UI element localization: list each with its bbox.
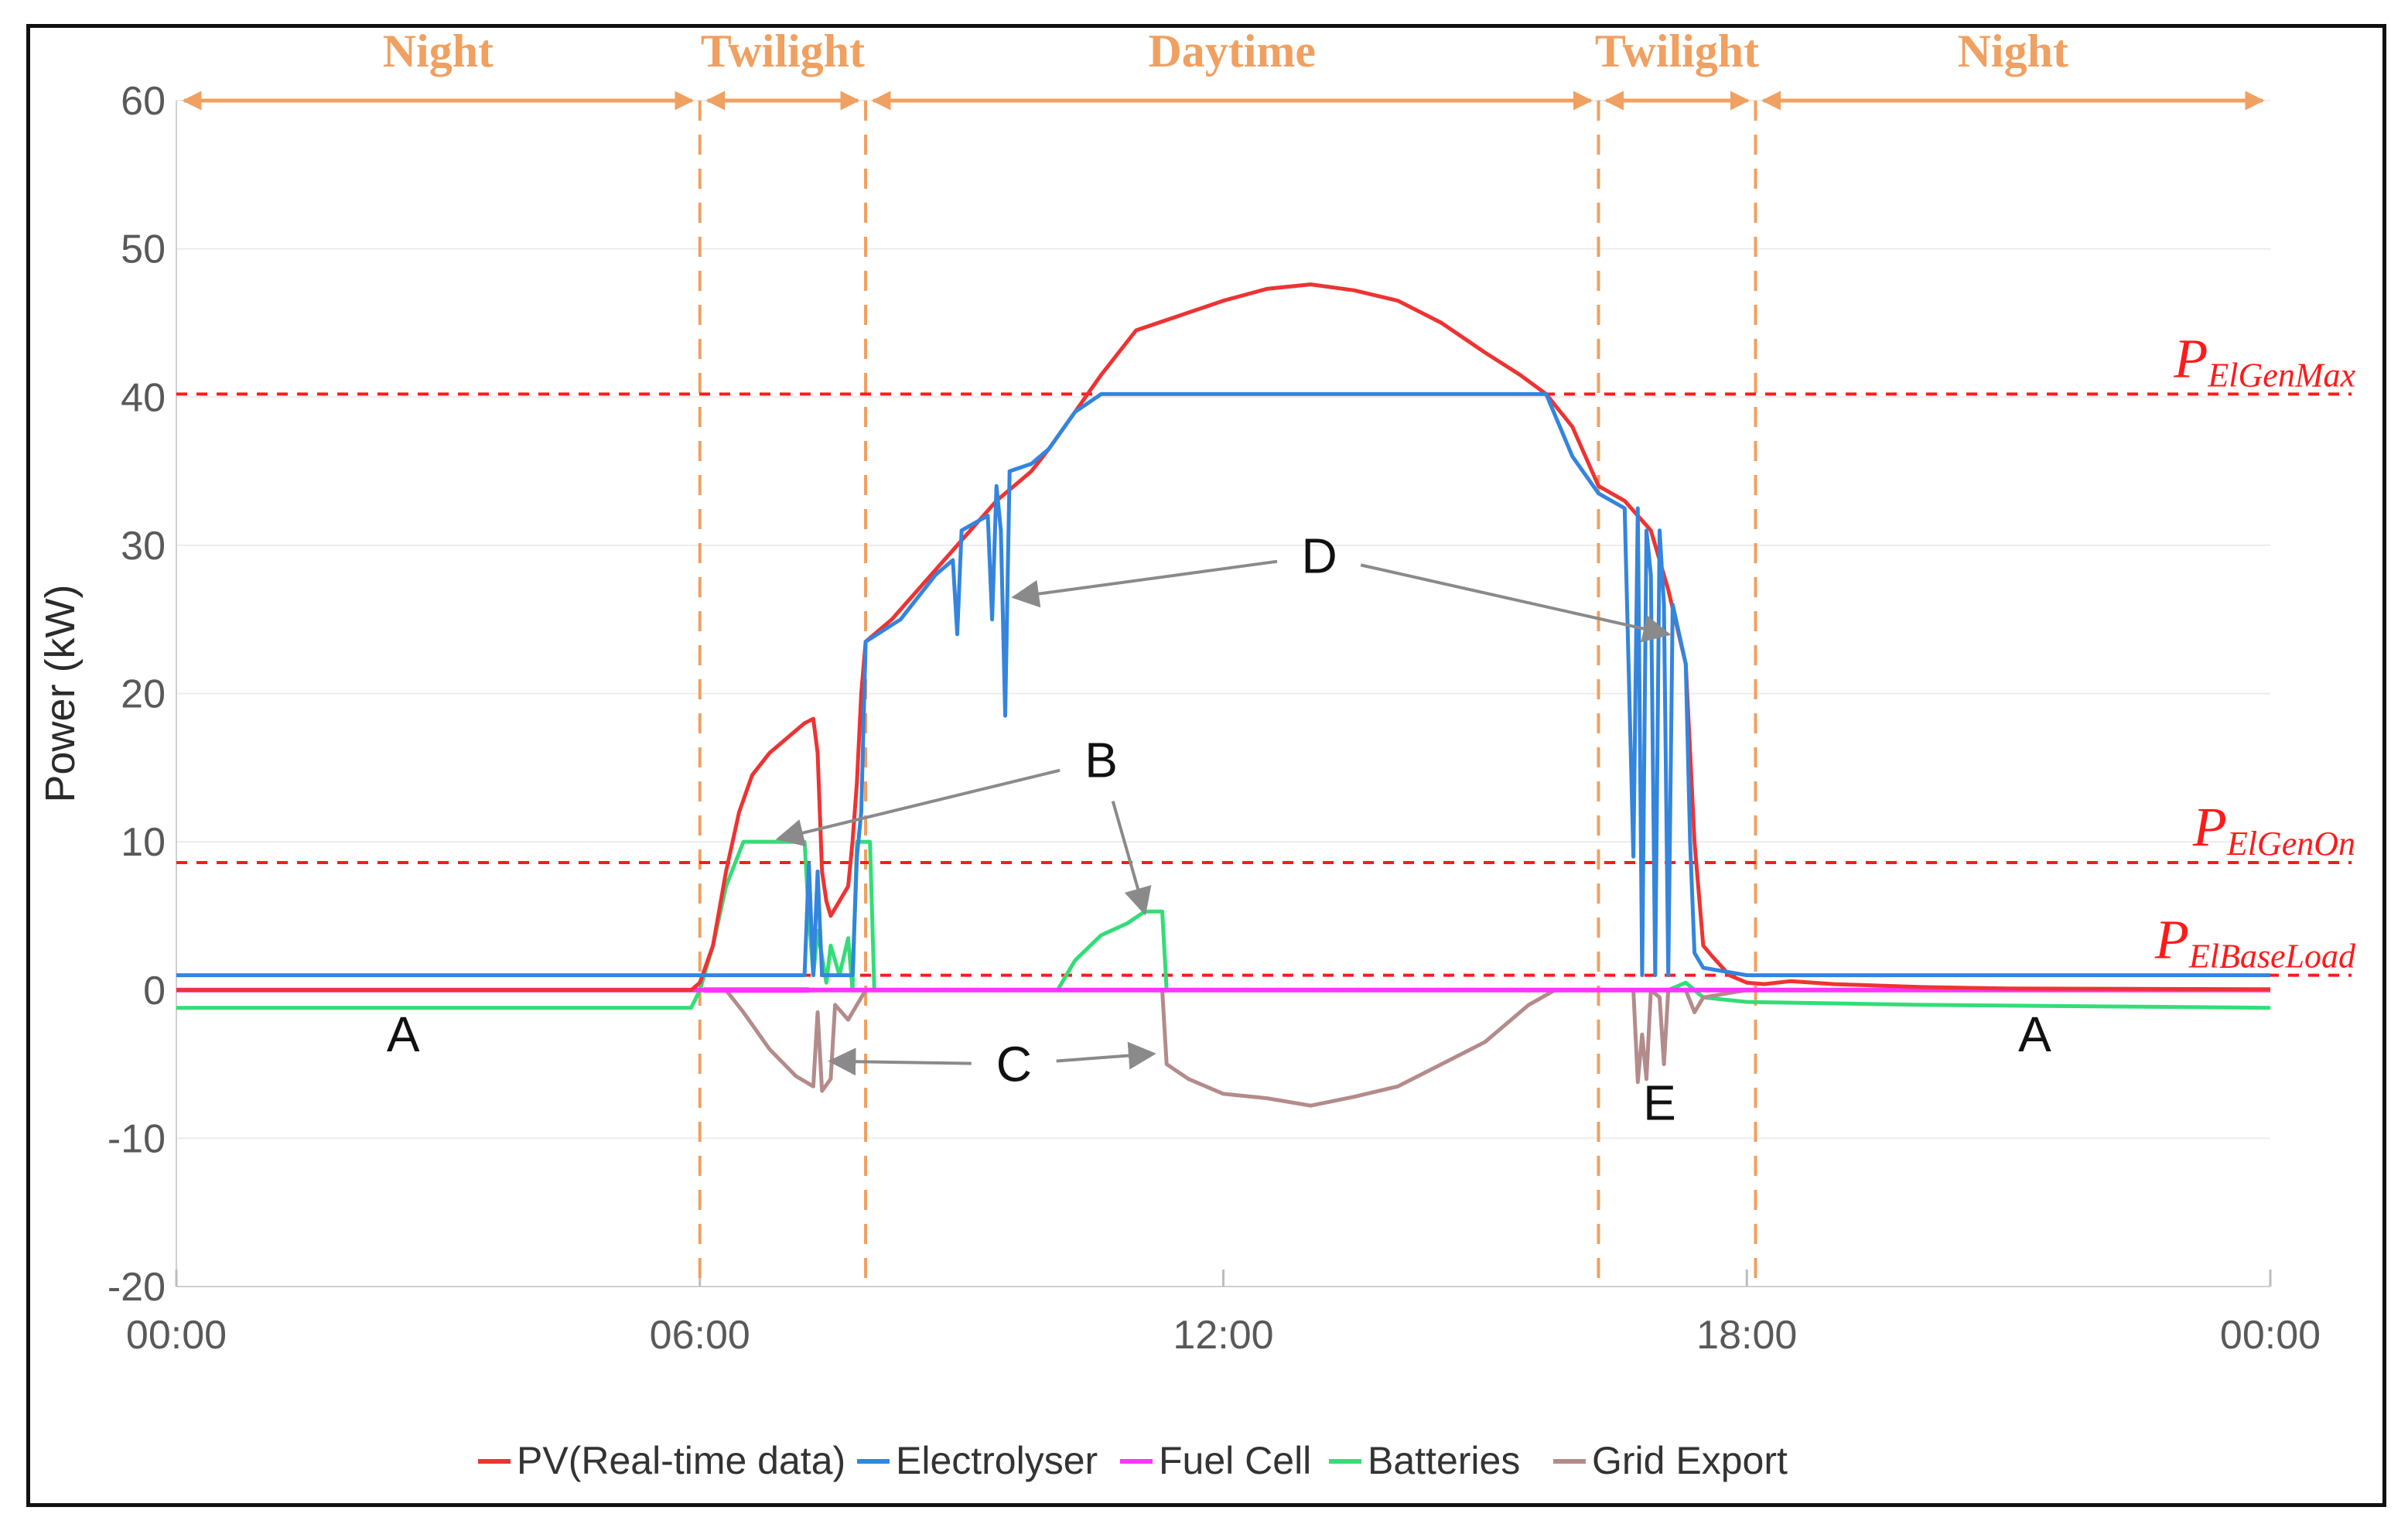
x-tick-label: 18:00 [1696, 1313, 1797, 1358]
reference-label: PElGenOn [2192, 796, 2355, 863]
reference-symbol: P [2154, 909, 2189, 971]
series-line-electrolyser [176, 391, 2270, 978]
annotation-letter: E [1643, 1075, 1676, 1130]
annotations: A A B C D E [387, 528, 2051, 1130]
reference-symbol: P [2173, 327, 2208, 389]
reference-label: PElBaseLoad [2154, 909, 2356, 976]
phase-label: Twilight [1595, 26, 1759, 77]
series-lines [176, 282, 2271, 1108]
grid-lines [176, 100, 2270, 1287]
x-tick-label: 00:00 [126, 1313, 227, 1358]
legend: PV(Real-time data) Electrolyser Fuel Cell B… [478, 1439, 1788, 1482]
y-axis-title: Power (kW) [37, 585, 84, 803]
reference-label: PElGenMax [2173, 327, 2355, 394]
legend-label: Grid Export [1592, 1439, 1788, 1482]
reference-subscript: ElBaseLoad [2188, 938, 2356, 976]
phase-label: Night [383, 26, 494, 77]
series-line-pv-real-time-data [176, 282, 2271, 993]
phase-label: Twilight [701, 26, 865, 77]
annotation-letter: A [387, 1006, 420, 1062]
y-tick-label: 10 [121, 820, 166, 865]
x-tick-label: 06:00 [650, 1313, 750, 1358]
legend-label: PV(Real-time data) [517, 1439, 845, 1482]
legend-label: Electrolyser [896, 1439, 1098, 1482]
legend-label: Fuel Cell [1159, 1439, 1311, 1482]
annotation-arrow [1111, 801, 1152, 916]
y-tick-label: -10 [108, 1116, 166, 1161]
annotation-letter: D [1301, 528, 1337, 583]
phase-label: Night [1958, 26, 2068, 77]
y-tick-label: 50 [121, 227, 166, 272]
y-tick-label: 20 [121, 672, 166, 717]
reference-subscript: ElGenMax [2207, 356, 2355, 394]
day-phase-bands: Night Twilight Daytime Twilight Night [182, 26, 2265, 1287]
x-tick-label: 12:00 [1173, 1313, 1273, 1358]
series-line-grid-export [176, 988, 2270, 1108]
reference-subscript: ElGenOn [2226, 825, 2355, 863]
annotation-letter: B [1084, 733, 1118, 788]
annotation-letter: A [2018, 1006, 2051, 1062]
annotation-arrow [1011, 559, 1278, 608]
legend-label: Batteries [1368, 1439, 1520, 1482]
figure-frame [26, 24, 2386, 1507]
reference-symbol: P [2192, 796, 2227, 858]
series-line-batteries [176, 839, 2271, 1010]
y-tick-label: 60 [121, 79, 166, 124]
y-tick-label: 40 [121, 375, 166, 420]
annotation-arrow [1360, 563, 1672, 643]
annotation-letter: C [996, 1037, 1032, 1092]
y-tick-label: 30 [121, 524, 166, 569]
x-tick-label: 00:00 [2220, 1313, 2321, 1358]
y-tick-label: 0 [143, 969, 166, 1013]
annotation-arrow [775, 768, 1061, 847]
annotation-arrow [828, 1047, 972, 1076]
phase-label: Daytime [1148, 26, 1316, 77]
y-tick-label: -20 [108, 1265, 166, 1310]
annotation-arrow [1056, 1041, 1156, 1070]
